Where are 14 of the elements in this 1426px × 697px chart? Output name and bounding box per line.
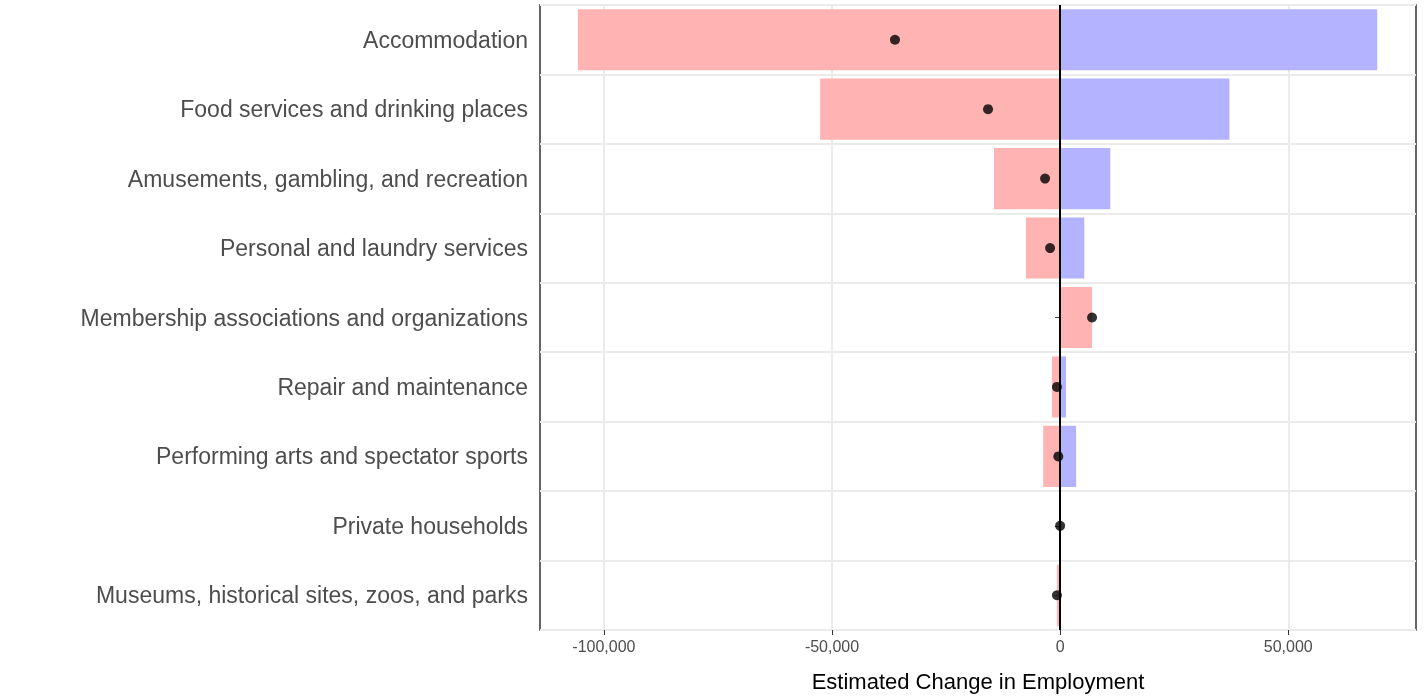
y-tick-label: Private households xyxy=(332,512,528,539)
x-axis-title: Estimated Change in Employment xyxy=(811,668,1145,694)
y-tick-label: Repair and maintenance xyxy=(277,373,528,400)
x-tick-label: -50,000 xyxy=(804,637,860,655)
x-tick-label: 50,000 xyxy=(1263,637,1313,655)
y-tick-label: Accommodation xyxy=(363,26,528,53)
y-tick-label: Personal and laundry services xyxy=(219,235,528,262)
y-tick-label: Performing arts and spectator sports xyxy=(156,443,528,470)
y-tick-label: Amusements, gambling, and recreation xyxy=(127,165,528,192)
y-tick-label: Museums, historical sites, zoos, and parks xyxy=(95,582,528,609)
x-tick-label: 0 xyxy=(1055,637,1065,655)
y-tick-label: Membership associations and organizations xyxy=(80,304,528,331)
x-tick-label: -100,000 xyxy=(572,637,636,655)
y-tick-label: Food services and drinking places xyxy=(180,96,528,123)
